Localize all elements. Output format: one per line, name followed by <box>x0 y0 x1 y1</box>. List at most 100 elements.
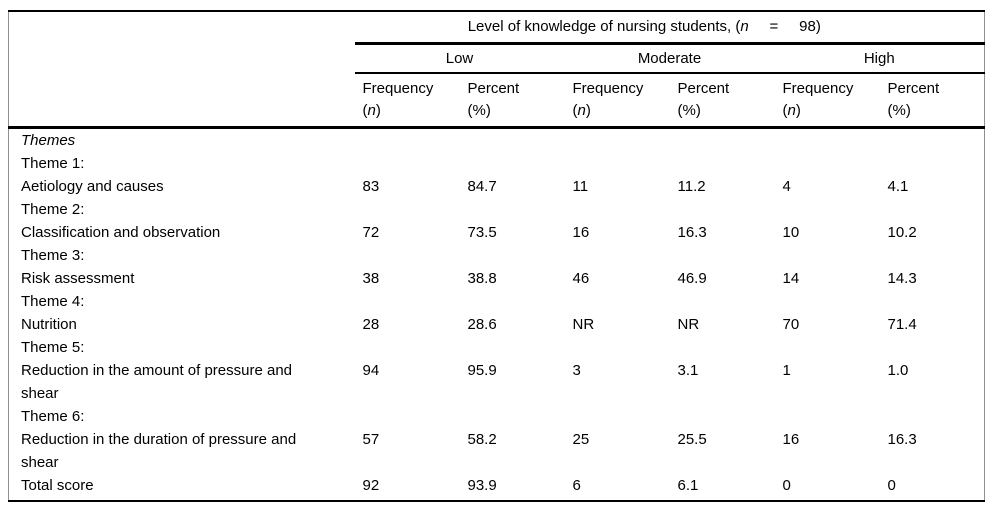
value-cell: 83 <box>362 177 380 195</box>
value-cell: 28.6 <box>467 315 497 333</box>
value-cell: 0 <box>887 476 896 494</box>
spanner-title-suffix: = 98) <box>748 18 821 36</box>
value-cell: 46.9 <box>677 269 707 287</box>
section-label-themes: Themes <box>21 131 76 149</box>
table-row: Theme 4: <box>9 290 985 313</box>
value-cell: 95.9 <box>467 361 497 379</box>
row-label-classification-and-observation: Classification and observation <box>21 223 221 241</box>
spanner-title-prefix: Level of knowledge of nursing students, … <box>467 18 741 36</box>
value-cell: 10.2 <box>887 223 917 241</box>
col-header-low-percent: Percent (%) <box>459 73 565 129</box>
value-cell: 28 <box>362 315 380 333</box>
table-row: Theme 5: <box>9 336 985 359</box>
col-header-high-percent: Percent (%) <box>879 73 985 129</box>
value-cell: 92 <box>362 476 380 494</box>
value-cell: 6 <box>572 476 581 494</box>
row-label-reduction-amount-pressure-shear: Reduction in the amount of pressure and … <box>21 361 293 402</box>
value-cell: 70 <box>782 315 800 333</box>
value-cell: 16 <box>572 223 590 241</box>
value-cell: 14 <box>782 269 800 287</box>
value-cell: 4 <box>782 177 791 195</box>
value-cell: 72 <box>362 223 380 241</box>
table-row: Level of knowledge of nursing students, … <box>8 11 985 129</box>
col-header-moderate-percent: Percent (%) <box>669 73 775 129</box>
col-header-high-frequency: Frequency (n) <box>774 73 880 129</box>
row-label-risk-assessment: Risk assessment <box>21 269 135 287</box>
value-cell: 57 <box>362 430 380 448</box>
value-cell: 71.4 <box>887 315 917 333</box>
value-cell: 4.1 <box>887 177 909 195</box>
value-cell: 11 <box>572 177 589 195</box>
value-cell: 93.9 <box>467 476 497 494</box>
col-group-high: High <box>774 43 985 74</box>
theme-label-5: Theme 5: <box>21 338 85 356</box>
table-row: Risk assessment 38 38.8 46 46.9 14 14.3 <box>9 267 985 290</box>
value-cell: 46 <box>572 269 590 287</box>
percent-label: Percent <box>677 79 730 97</box>
theme-label-6: Theme 6: <box>21 407 85 425</box>
value-cell: 94 <box>362 361 380 379</box>
value-cell: 11.2 <box>677 177 706 195</box>
percent-label: Percent <box>467 79 520 97</box>
col-header-moderate-frequency: Frequency (n) <box>564 73 670 129</box>
col-group-low: Low <box>354 43 565 74</box>
row-label-nutrition: Nutrition <box>21 315 77 333</box>
value-cell: 38.8 <box>467 269 497 287</box>
percent-label: Percent <box>887 79 940 97</box>
col-header-low-frequency: Frequency (n) <box>354 73 460 129</box>
frequency-unit: (n) <box>572 101 591 119</box>
spanner-title-n: n <box>740 18 749 36</box>
table-row: Reduction in the duration of pressure an… <box>9 428 985 474</box>
table-spanner-title: Level of knowledge of nursing students, … <box>354 11 985 45</box>
value-cell: 16.3 <box>887 430 917 448</box>
percent-unit: (%) <box>887 101 911 119</box>
value-cell: 16 <box>782 430 800 448</box>
theme-label-4: Theme 4: <box>21 292 85 310</box>
table-row: Aetiology and causes 83 84.7 11 11.2 4 4… <box>9 175 985 198</box>
col-group-moderate: Moderate <box>564 43 775 74</box>
table-row: Reduction in the amount of pressure and … <box>9 359 985 405</box>
value-cell: NR <box>572 315 595 333</box>
table-row: Low Moderate High <box>9 43 985 74</box>
theme-label-3: Theme 3: <box>21 246 85 264</box>
table-row: Theme 1: <box>9 152 985 175</box>
value-cell: 6.1 <box>677 476 699 494</box>
value-cell: 25 <box>572 430 590 448</box>
theme-label-2: Theme 2: <box>21 200 85 218</box>
value-cell: 1 <box>782 361 791 379</box>
value-cell: 84.7 <box>467 177 497 195</box>
value-cell: 3 <box>572 361 581 379</box>
percent-unit: (%) <box>467 101 491 119</box>
frequency-unit: (n) <box>782 101 801 119</box>
frequency-label: Frequency <box>362 79 434 97</box>
knowledge-table: Level of knowledge of nursing students, … <box>8 10 986 502</box>
table-corner-cell <box>8 11 355 129</box>
value-cell: 10 <box>782 223 800 241</box>
value-cell: 0 <box>782 476 791 494</box>
value-cell: 14.3 <box>887 269 917 287</box>
value-cell: 16.3 <box>677 223 707 241</box>
theme-label-1: Theme 1: <box>21 154 85 172</box>
table-row: Theme 6: <box>9 405 985 428</box>
table-region: Level of knowledge of nursing students, … <box>8 10 986 502</box>
table-row: Total score 92 93.9 6 6.1 0 0 <box>9 474 985 501</box>
table-row: Nutrition 28 28.6 NR NR 70 71.4 <box>9 313 985 336</box>
value-cell: NR <box>677 315 700 333</box>
row-label-reduction-duration-pressure-shear: Reduction in the duration of pressure an… <box>21 430 297 471</box>
row-label-total-score: Total score <box>21 476 94 494</box>
frequency-label: Frequency <box>572 79 644 97</box>
table-row: Themes <box>9 127 985 152</box>
row-label-aetiology-and-causes: Aetiology and causes <box>21 177 164 195</box>
value-cell: 38 <box>362 269 380 287</box>
value-cell: 58.2 <box>467 430 497 448</box>
value-cell: 3.1 <box>677 361 699 379</box>
percent-unit: (%) <box>677 101 701 119</box>
table-row: Theme 2: <box>9 198 985 221</box>
value-cell: 25.5 <box>677 430 707 448</box>
table-row: Frequency (n) Percent (%) Frequency (n) … <box>9 73 985 129</box>
value-cell: 73.5 <box>467 223 497 241</box>
frequency-label: Frequency <box>782 79 854 97</box>
frequency-unit: (n) <box>362 101 381 119</box>
table-row: Classification and observation 72 73.5 1… <box>9 221 985 244</box>
